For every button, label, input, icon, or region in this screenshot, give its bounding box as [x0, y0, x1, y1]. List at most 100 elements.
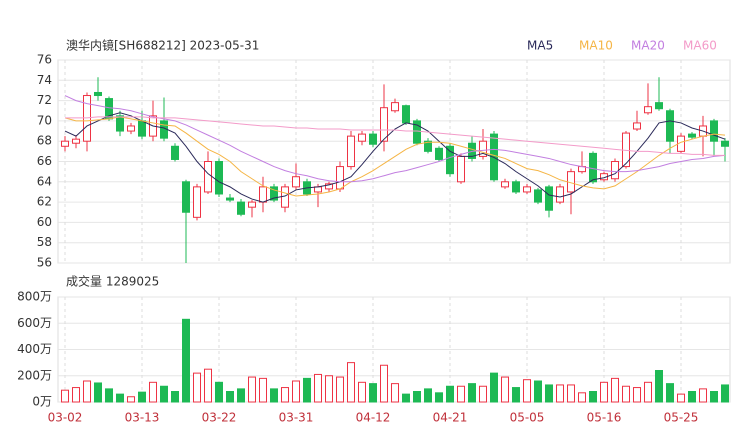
candle-body [193, 186, 201, 218]
candle-body [226, 197, 234, 201]
y-tick-label: 66 [37, 154, 52, 168]
candle-body [435, 147, 443, 160]
volume-bar [127, 396, 135, 403]
candle-body [61, 140, 69, 147]
y-tick-label: 64 [37, 174, 52, 188]
candle-body [72, 138, 80, 144]
ma-line [64, 116, 726, 197]
volume-bar [457, 385, 465, 403]
candle-body [292, 176, 300, 188]
candle-body [259, 186, 267, 203]
candle-body [248, 201, 256, 208]
volume-bar [688, 391, 696, 403]
candle-body [534, 189, 542, 203]
volume-bar [402, 393, 410, 403]
candle-body [281, 186, 289, 208]
volume-bar [336, 376, 344, 403]
candle-body [391, 102, 399, 112]
candle-body [116, 115, 124, 132]
candle-body [83, 95, 91, 142]
candle-body [94, 91, 102, 97]
ma-line [64, 95, 726, 183]
volume-bar [600, 381, 608, 403]
volume-bar [677, 393, 685, 403]
volume-bar [512, 387, 520, 403]
candle-body [127, 125, 135, 132]
volume-bar [72, 387, 80, 403]
volume-bar [534, 380, 542, 403]
volume-bar [325, 375, 333, 403]
volume-bar [105, 388, 113, 403]
volume-bar [193, 372, 201, 403]
candle-body [138, 120, 146, 137]
candle-body [545, 186, 553, 211]
candle-body [270, 186, 278, 201]
volume-bar [523, 379, 531, 403]
volume-bar [545, 384, 553, 403]
volume-bar [314, 373, 322, 403]
candle-body [710, 120, 718, 142]
x-tick-label: 03-22 [202, 411, 237, 425]
candle-body [446, 145, 454, 175]
volume-bar [116, 393, 124, 403]
y-tick-label: 72 [37, 93, 52, 107]
volume-bar [501, 376, 509, 403]
candle-body [424, 140, 432, 152]
volume-bar [138, 391, 146, 403]
volume-bar [424, 388, 432, 403]
x-tick-label: 05-25 [664, 411, 699, 425]
volume-bar [237, 388, 245, 403]
candle-body [655, 102, 663, 110]
ma-line [64, 112, 726, 203]
volume-bar [655, 370, 663, 403]
candle-body [589, 152, 597, 183]
candle-body [479, 140, 487, 157]
y-tick-label: 0万 [32, 395, 52, 409]
candle-body [215, 161, 223, 195]
ma-line [65, 116, 725, 156]
y-tick-label: 62 [37, 195, 52, 209]
y-tick-label: 600万 [17, 316, 52, 330]
x-tick-label: 03-31 [279, 411, 314, 425]
x-tick-label: 03-13 [125, 411, 160, 425]
volume-bar [589, 391, 597, 403]
candle-body [721, 140, 729, 147]
volume-bar [435, 392, 443, 403]
candle-body [611, 161, 619, 180]
y-tick-label: 58 [37, 235, 52, 249]
volume-bar [633, 387, 641, 403]
candle-body [380, 107, 388, 142]
chart-title: 澳华内镜[SH688212] 2023-05-31 [66, 38, 259, 53]
candle-body [347, 135, 355, 168]
volume-bar [270, 388, 278, 403]
legend-label: MA60 [683, 39, 717, 53]
candle-body [171, 145, 179, 160]
volume-bar [182, 318, 190, 403]
x-tick-label: 05-05 [510, 411, 545, 425]
volume-bar [160, 385, 168, 403]
candle-body [237, 201, 245, 215]
volume-bar [666, 383, 674, 403]
candle-body [402, 105, 410, 124]
candle-body [644, 106, 652, 114]
volume-bar [556, 384, 564, 403]
candle-body [204, 161, 212, 193]
y-tick-label: 68 [37, 134, 52, 148]
volume-bar [358, 381, 366, 403]
volume-bar [259, 377, 267, 403]
candle-body [666, 110, 674, 142]
legend-label: MA20 [631, 39, 665, 53]
volume-bar [149, 381, 157, 403]
candle-body [512, 181, 520, 193]
y-tick-label: 76 [37, 53, 52, 67]
volume-bar [446, 385, 454, 403]
volume-bar [644, 381, 652, 403]
candle-body [325, 183, 333, 190]
candle-body [633, 122, 641, 130]
volume-bar [303, 377, 311, 403]
volume-bar [226, 391, 234, 403]
legend-label: MA10 [579, 39, 613, 53]
volume-bar [479, 385, 487, 403]
volume-bar [171, 391, 179, 403]
volume-bar [83, 380, 91, 403]
